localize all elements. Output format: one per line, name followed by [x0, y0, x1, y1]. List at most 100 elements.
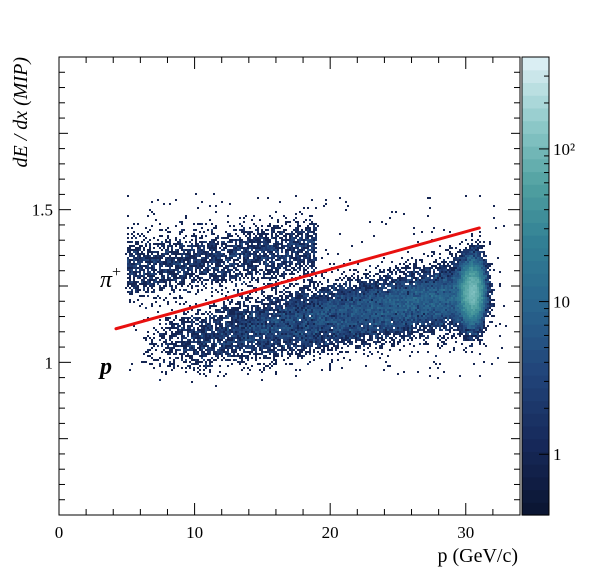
heatmap-cell [213, 273, 215, 275]
heatmap-cell [427, 197, 429, 199]
heatmap-cell [225, 321, 227, 323]
heatmap-cell [311, 249, 313, 251]
heatmap-cell [179, 247, 181, 249]
heatmap-cell [299, 245, 301, 247]
heatmap-cell [479, 297, 481, 299]
heatmap-cell [253, 305, 255, 307]
heatmap-cell [473, 245, 475, 247]
heatmap-cell [165, 261, 167, 263]
heatmap-cell [471, 315, 473, 317]
heatmap-cell [311, 245, 313, 247]
heatmap-cell [137, 241, 139, 243]
heatmap-cell [127, 281, 129, 283]
heatmap-cell [467, 291, 469, 293]
heatmap-cell [451, 273, 453, 275]
heatmap-cell [265, 257, 267, 259]
heatmap-cell [247, 299, 249, 301]
heatmap-cell [333, 283, 335, 285]
heatmap-cell [451, 279, 453, 281]
heatmap-cell [417, 307, 419, 309]
heatmap-cell [243, 227, 245, 229]
heatmap-cell [205, 321, 207, 323]
heatmap-cell [419, 295, 421, 297]
heatmap-cell [349, 299, 351, 301]
heatmap-cell [187, 267, 189, 269]
heatmap-cell [139, 253, 141, 255]
heatmap-cell [293, 233, 295, 235]
heatmap-cell [485, 261, 487, 263]
heatmap-cell [403, 283, 405, 285]
heatmap-cell [161, 249, 163, 251]
heatmap-cell [425, 277, 427, 279]
heatmap-cell [201, 237, 203, 239]
heatmap-cell [403, 309, 405, 311]
heatmap-cell [241, 251, 243, 253]
heatmap-cell [467, 295, 469, 297]
heatmap-cell [295, 319, 297, 321]
heatmap-cell [299, 251, 301, 253]
heatmap-cell [265, 307, 267, 309]
heatmap-cell [461, 299, 463, 301]
heatmap-cell [461, 269, 463, 271]
heatmap-cell [425, 275, 427, 277]
heatmap-cell [265, 261, 267, 263]
heatmap-cell [259, 261, 261, 263]
heatmap-cell [487, 273, 489, 275]
heatmap-cell [187, 271, 189, 273]
heatmap-cell [151, 265, 153, 267]
heatmap-cell [261, 233, 263, 235]
heatmap-cell [351, 289, 353, 291]
heatmap-cell [153, 281, 155, 283]
heatmap-cell [461, 273, 463, 275]
heatmap-cell [285, 311, 287, 313]
heatmap-cell [249, 239, 251, 241]
heatmap-cell [417, 299, 419, 301]
heatmap-cell [443, 289, 445, 291]
heatmap-cell [405, 295, 407, 297]
heatmap-cell [241, 275, 243, 277]
heatmap-cell [215, 309, 217, 311]
heatmap-cell [265, 247, 267, 249]
heatmap-cell [195, 279, 197, 281]
heatmap-cell [323, 301, 325, 303]
heatmap-cell [133, 287, 135, 289]
heatmap-cell [431, 287, 433, 289]
heatmap-cell [165, 251, 167, 253]
heatmap-cell [371, 291, 373, 293]
heatmap-cell [373, 295, 375, 297]
heatmap-cell [153, 243, 155, 245]
heatmap-cell [289, 293, 291, 295]
heatmap-cell [447, 279, 449, 281]
heatmap-cell [195, 229, 197, 231]
heatmap-cell [295, 195, 297, 197]
heatmap-cell [255, 299, 257, 301]
heatmap-cell [377, 285, 379, 287]
heatmap-cell [387, 311, 389, 313]
heatmap-cell [167, 275, 169, 277]
heatmap-cell [147, 283, 149, 285]
heatmap-cell [391, 277, 393, 279]
heatmap-cell [247, 295, 249, 297]
heatmap-cell [403, 277, 405, 279]
heatmap-cell [201, 223, 203, 225]
heatmap-cell [403, 279, 405, 281]
heatmap-cell [443, 281, 445, 283]
heatmap-cell [281, 299, 283, 301]
heatmap-cell [141, 241, 143, 243]
heatmap-cell [361, 283, 363, 285]
heatmap-cell [169, 245, 171, 247]
heatmap-cell [481, 263, 483, 265]
heatmap-cell [217, 309, 219, 311]
heatmap-cell [221, 273, 223, 275]
heatmap-cell [407, 305, 409, 307]
heatmap-cell [449, 299, 451, 301]
heatmap-cell [425, 317, 427, 319]
heatmap-cell [229, 273, 231, 275]
heatmap-cell [401, 283, 403, 285]
heatmap-cell [267, 283, 269, 285]
heatmap-cell [267, 309, 269, 311]
heatmap-cell [175, 257, 177, 259]
heatmap-cell [347, 305, 349, 307]
heatmap-cell [279, 227, 281, 229]
heatmap-cell [349, 293, 351, 295]
